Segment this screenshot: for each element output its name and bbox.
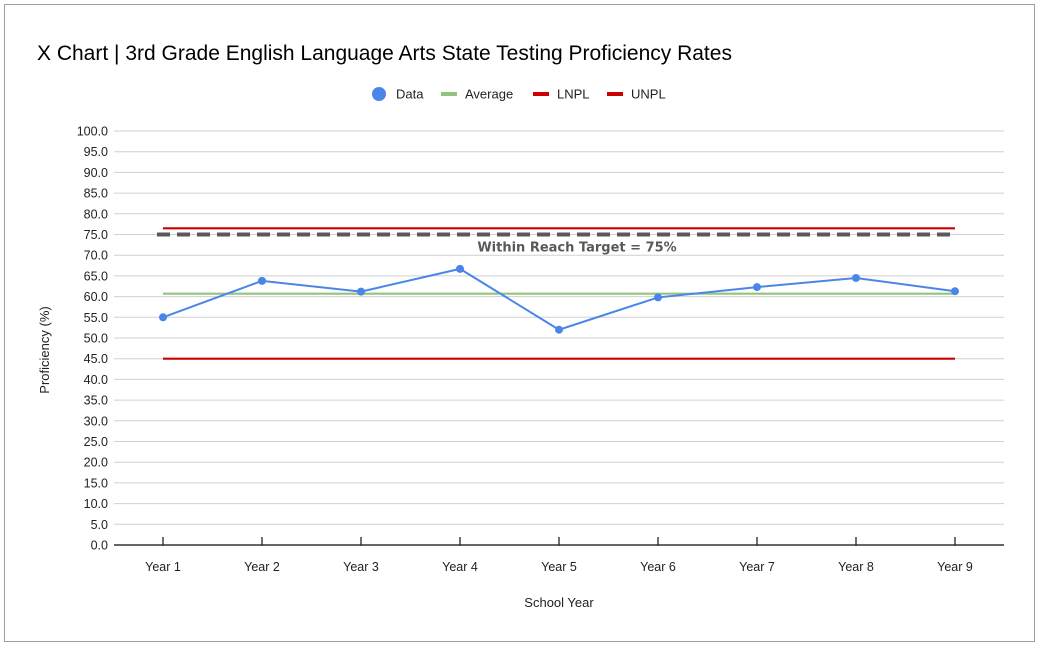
y-tick-label: 100.0 (77, 125, 108, 139)
y-tick-label: 65.0 (84, 269, 108, 283)
y-tick-label: 95.0 (84, 145, 108, 159)
legend-label: LNPL (557, 87, 590, 102)
y-axis-ticks: 0.0 5.0 10.0 15.0 20.0 25.0 30.0 35.0 40.0 45.0 50… (77, 125, 108, 553)
series-line-data (162, 267, 956, 331)
y-tick-label: 5.0 (91, 518, 108, 532)
y-tick-label: 80.0 (84, 207, 108, 221)
legend-label: Average (465, 87, 513, 102)
legend-marker-line (533, 92, 549, 96)
x-tick-label: Year 4 (442, 560, 478, 574)
y-tick-label: 90.0 (84, 166, 108, 180)
data-point (555, 325, 563, 334)
data-point (456, 264, 464, 273)
chart-frame (4, 4, 1035, 642)
x-tick-label: Year 2 (244, 560, 280, 574)
y-axis-title: Proficiency (%) (37, 306, 52, 393)
y-tick-label: 30.0 (84, 414, 108, 428)
target-label: Within Reach Target = 75% (477, 241, 676, 256)
x-axis-title: School Year (524, 595, 594, 610)
x-tick-label: Year 8 (838, 560, 874, 574)
y-tick-label: 10.0 (84, 497, 108, 511)
y-tick-label: 0.0 (91, 539, 108, 553)
y-tick-label: 60.0 (84, 290, 108, 304)
data-point (654, 293, 662, 302)
y-tick-label: 20.0 (84, 456, 108, 470)
y-tick-label: 35.0 (84, 394, 108, 408)
y-tick-label: 70.0 (84, 249, 108, 263)
annotation-layer: Within Reach Target = 75% (157, 232, 955, 256)
data-point (258, 276, 266, 285)
y-tick-label: 85.0 (84, 187, 108, 201)
x-tick-label: Year 3 (343, 560, 379, 574)
y-tick-label: 75.0 (84, 228, 108, 242)
x-tick-label: Year 9 (937, 560, 973, 574)
x-axis: Year 1 Year 2 Year 3 Year 4 Year 5 Year 6 Year… (114, 537, 1004, 574)
y-tick-label: 50.0 (84, 332, 108, 346)
data-point (357, 287, 365, 296)
series-layer (159, 227, 959, 360)
legend-marker-line (441, 92, 457, 96)
y-tick-label: 45.0 (84, 352, 108, 366)
data-point (951, 287, 959, 296)
y-tick-label: 55.0 (84, 311, 108, 325)
x-tick-label: Year 6 (640, 560, 676, 574)
chart-title: X Chart | 3rd Grade English Language Art… (37, 42, 732, 65)
x-tick-label: Year 1 (145, 560, 181, 574)
data-point (852, 273, 860, 282)
legend-label: UNPL (631, 87, 666, 102)
y-tick-label: 15.0 (84, 476, 108, 490)
data-point (753, 283, 761, 292)
legend-marker-line (607, 92, 623, 96)
legend-label: Data (396, 87, 424, 102)
legend: Data Average LNPL UNPL (372, 87, 666, 102)
x-tick-label: Year 7 (739, 560, 775, 574)
x-tick-label: Year 5 (541, 560, 577, 574)
legend-marker-dot (372, 87, 386, 101)
data-point (159, 313, 167, 322)
y-tick-label: 25.0 (84, 435, 108, 449)
y-tick-label: 40.0 (84, 373, 108, 387)
